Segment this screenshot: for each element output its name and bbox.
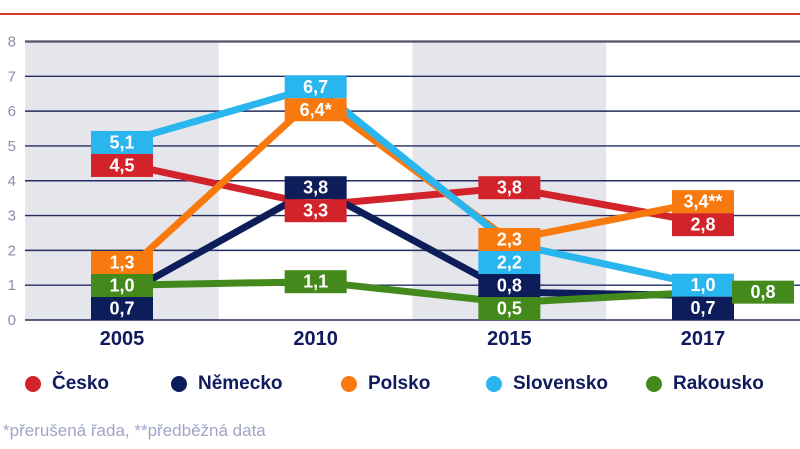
data-label-box-slovensko-2005 [91, 130, 153, 154]
data-label-box-polsko-2017 [672, 190, 734, 214]
legend-dot-rakousko [646, 376, 662, 392]
data-label-value-rakousko-2005: 1,0 [109, 276, 134, 296]
y-tick-label: 2 [8, 242, 16, 259]
legend-item-nemecko: Německo [171, 368, 283, 400]
data-label-value-cesko-2010: 3,3 [303, 201, 328, 221]
data-label-box-rakousko-2005 [91, 274, 153, 297]
y-tick-label: 6 [8, 103, 16, 120]
legend-label-slovensko: Slovensko [513, 373, 609, 394]
data-label-value-polsko-2015: 2,3 [497, 230, 522, 250]
legend-label-nemecko: Německo [198, 373, 283, 394]
y-tick-label: 8 [8, 34, 16, 51]
data-label-box-cesko-2017 [672, 213, 734, 237]
data-label-value-slovensko-2015: 2,2 [497, 253, 522, 273]
data-label-value-slovensko-2010: 6,7 [303, 77, 328, 97]
data-label-value-rakousko-2017: 0,8 [750, 282, 775, 302]
data-label-box-slovensko-2010 [284, 75, 347, 99]
data-label-value-nemecko-2017: 0,7 [690, 298, 715, 318]
data-label-value-nemecko-2010: 3,8 [303, 178, 328, 198]
data-label-value-rakousko-2010: 1,1 [303, 272, 328, 292]
data-label-value-polsko-2005: 1,3 [109, 253, 134, 273]
data-label-box-cesko-2010 [284, 199, 347, 223]
x-axis-label-2015: 2015 [487, 328, 532, 350]
data-label-box-polsko-2010 [284, 98, 347, 122]
x-axis-label-2010: 2010 [293, 328, 338, 350]
data-label-box-slovensko-2015 [478, 251, 541, 274]
y-tick-label: 7 [8, 68, 16, 85]
data-label-box-rakousko-2010 [284, 270, 347, 294]
data-label-box-polsko-2005 [91, 251, 153, 274]
data-label-box-cesko-2015 [478, 176, 541, 200]
data-label-box-nemecko-2005 [91, 297, 153, 320]
chart-legend: Česko Německo Polsko Slovensko Rakousko [0, 368, 800, 400]
legend-item-cesko: Česko [25, 368, 109, 400]
legend-item-rakousko: Rakousko [646, 368, 764, 400]
legend-label-rakousko: Rakousko [673, 373, 764, 394]
data-label-value-nemecko-2005: 0,7 [109, 299, 134, 319]
data-label-value-nemecko-2015: 0,8 [497, 276, 522, 296]
legend-item-polsko: Polsko [341, 368, 430, 400]
chart-svg: 0 1 2 3 4 5 6 7 8 2005 2010 2015 2017 5,1 4,5 1,3 1,0 0,7… [8, 34, 800, 350]
data-label-box-nemecko-2010 [284, 176, 347, 200]
series-line-slovensko [121, 82, 704, 289]
data-label-value-slovensko-2005: 5,1 [109, 132, 134, 152]
line-chart: 0 1 2 3 4 5 6 7 8 2005 2010 2015 2017 5,1 4,5 1,3 1,0 0,7… [8, 34, 800, 350]
x-axis-label-2017: 2017 [681, 328, 726, 350]
x-axis-label-2005: 2005 [100, 328, 145, 350]
top-accent-rule [0, 13, 800, 15]
legend-dot-polsko [341, 376, 357, 392]
legend-dot-nemecko [171, 376, 187, 392]
data-label-box-polsko-2015 [478, 228, 541, 251]
data-label-value-cesko-2017: 2,8 [690, 215, 715, 235]
y-tick-label: 0 [8, 312, 16, 329]
data-label-value-rakousko-2015: 0,5 [497, 299, 522, 319]
data-label-value-slovensko-2017: 1,0 [690, 275, 715, 295]
y-tick-label: 1 [8, 277, 16, 294]
data-label-value-cesko-2015: 3,8 [497, 178, 522, 198]
legend-dot-slovensko [486, 376, 502, 392]
legend-label-polsko: Polsko [368, 373, 431, 394]
y-tick-label: 4 [8, 173, 16, 190]
legend-item-slovensko: Slovensko [486, 368, 608, 400]
y-tick-label: 3 [8, 208, 16, 225]
data-label-box-nemecko-2017 [672, 296, 734, 320]
data-label-box-cesko-2005 [91, 153, 153, 177]
data-label-box-nemecko-2015 [478, 274, 541, 297]
y-tick-label: 5 [8, 138, 16, 155]
data-label-value-polsko-2010: 6,4* [300, 100, 332, 120]
data-label-value-cesko-2005: 4,5 [109, 155, 134, 175]
footnote: *přerušená řada, **předběžná data [3, 421, 266, 440]
data-label-box-rakousko-2015 [478, 297, 541, 320]
legend-dot-cesko [25, 376, 41, 392]
data-label-box-rakousko-2017 [732, 280, 794, 304]
data-label-box-slovensko-2017 [672, 273, 734, 297]
legend-label-cesko: Česko [52, 373, 110, 394]
data-label-value-polsko-2017: 3,4** [683, 192, 722, 212]
